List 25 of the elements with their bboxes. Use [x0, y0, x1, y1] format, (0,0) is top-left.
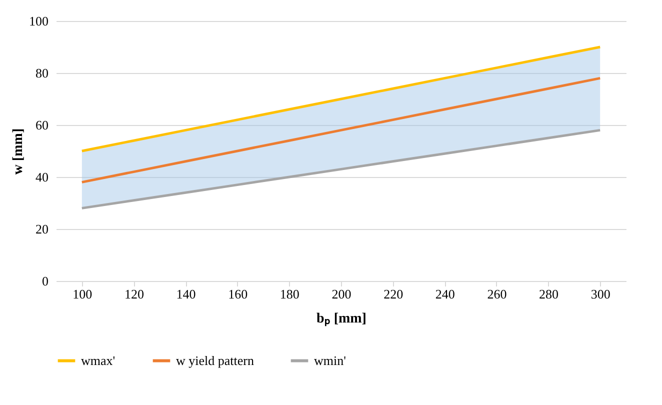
line-series	[80, 128, 602, 210]
y-tick-label: 0	[42, 274, 48, 288]
x-tick-label: 160	[228, 286, 248, 302]
legend-label: wmin'	[314, 352, 346, 368]
y-tick-label: 100	[29, 14, 48, 28]
x-tick-label: 220	[384, 286, 404, 302]
legend-label: wmax'	[81, 352, 116, 368]
x-tick-label: 300	[590, 286, 610, 302]
line-series	[80, 76, 602, 184]
y-tick-label: 20	[36, 222, 48, 236]
x-tick-label: 240	[435, 286, 455, 302]
x-tick-label: 280	[539, 286, 559, 302]
y-tick-label: 40	[36, 170, 48, 184]
x-axis-title: bₚ [mm]	[316, 312, 366, 326]
x-tick-label: 260	[487, 286, 507, 302]
legend-label: w yield pattern	[176, 352, 254, 368]
x-tick-label: 140	[176, 286, 196, 302]
x-tick-label: 200	[332, 286, 352, 302]
y-tick-label: 60	[36, 118, 48, 132]
x-tick-label: 180	[280, 286, 300, 302]
y-tick-label: 80	[36, 66, 48, 80]
line-series	[80, 46, 602, 152]
x-tick-label: 120	[124, 286, 144, 302]
y-axis-title: w [mm]	[11, 128, 26, 175]
x-tick-label: 100	[72, 286, 92, 302]
